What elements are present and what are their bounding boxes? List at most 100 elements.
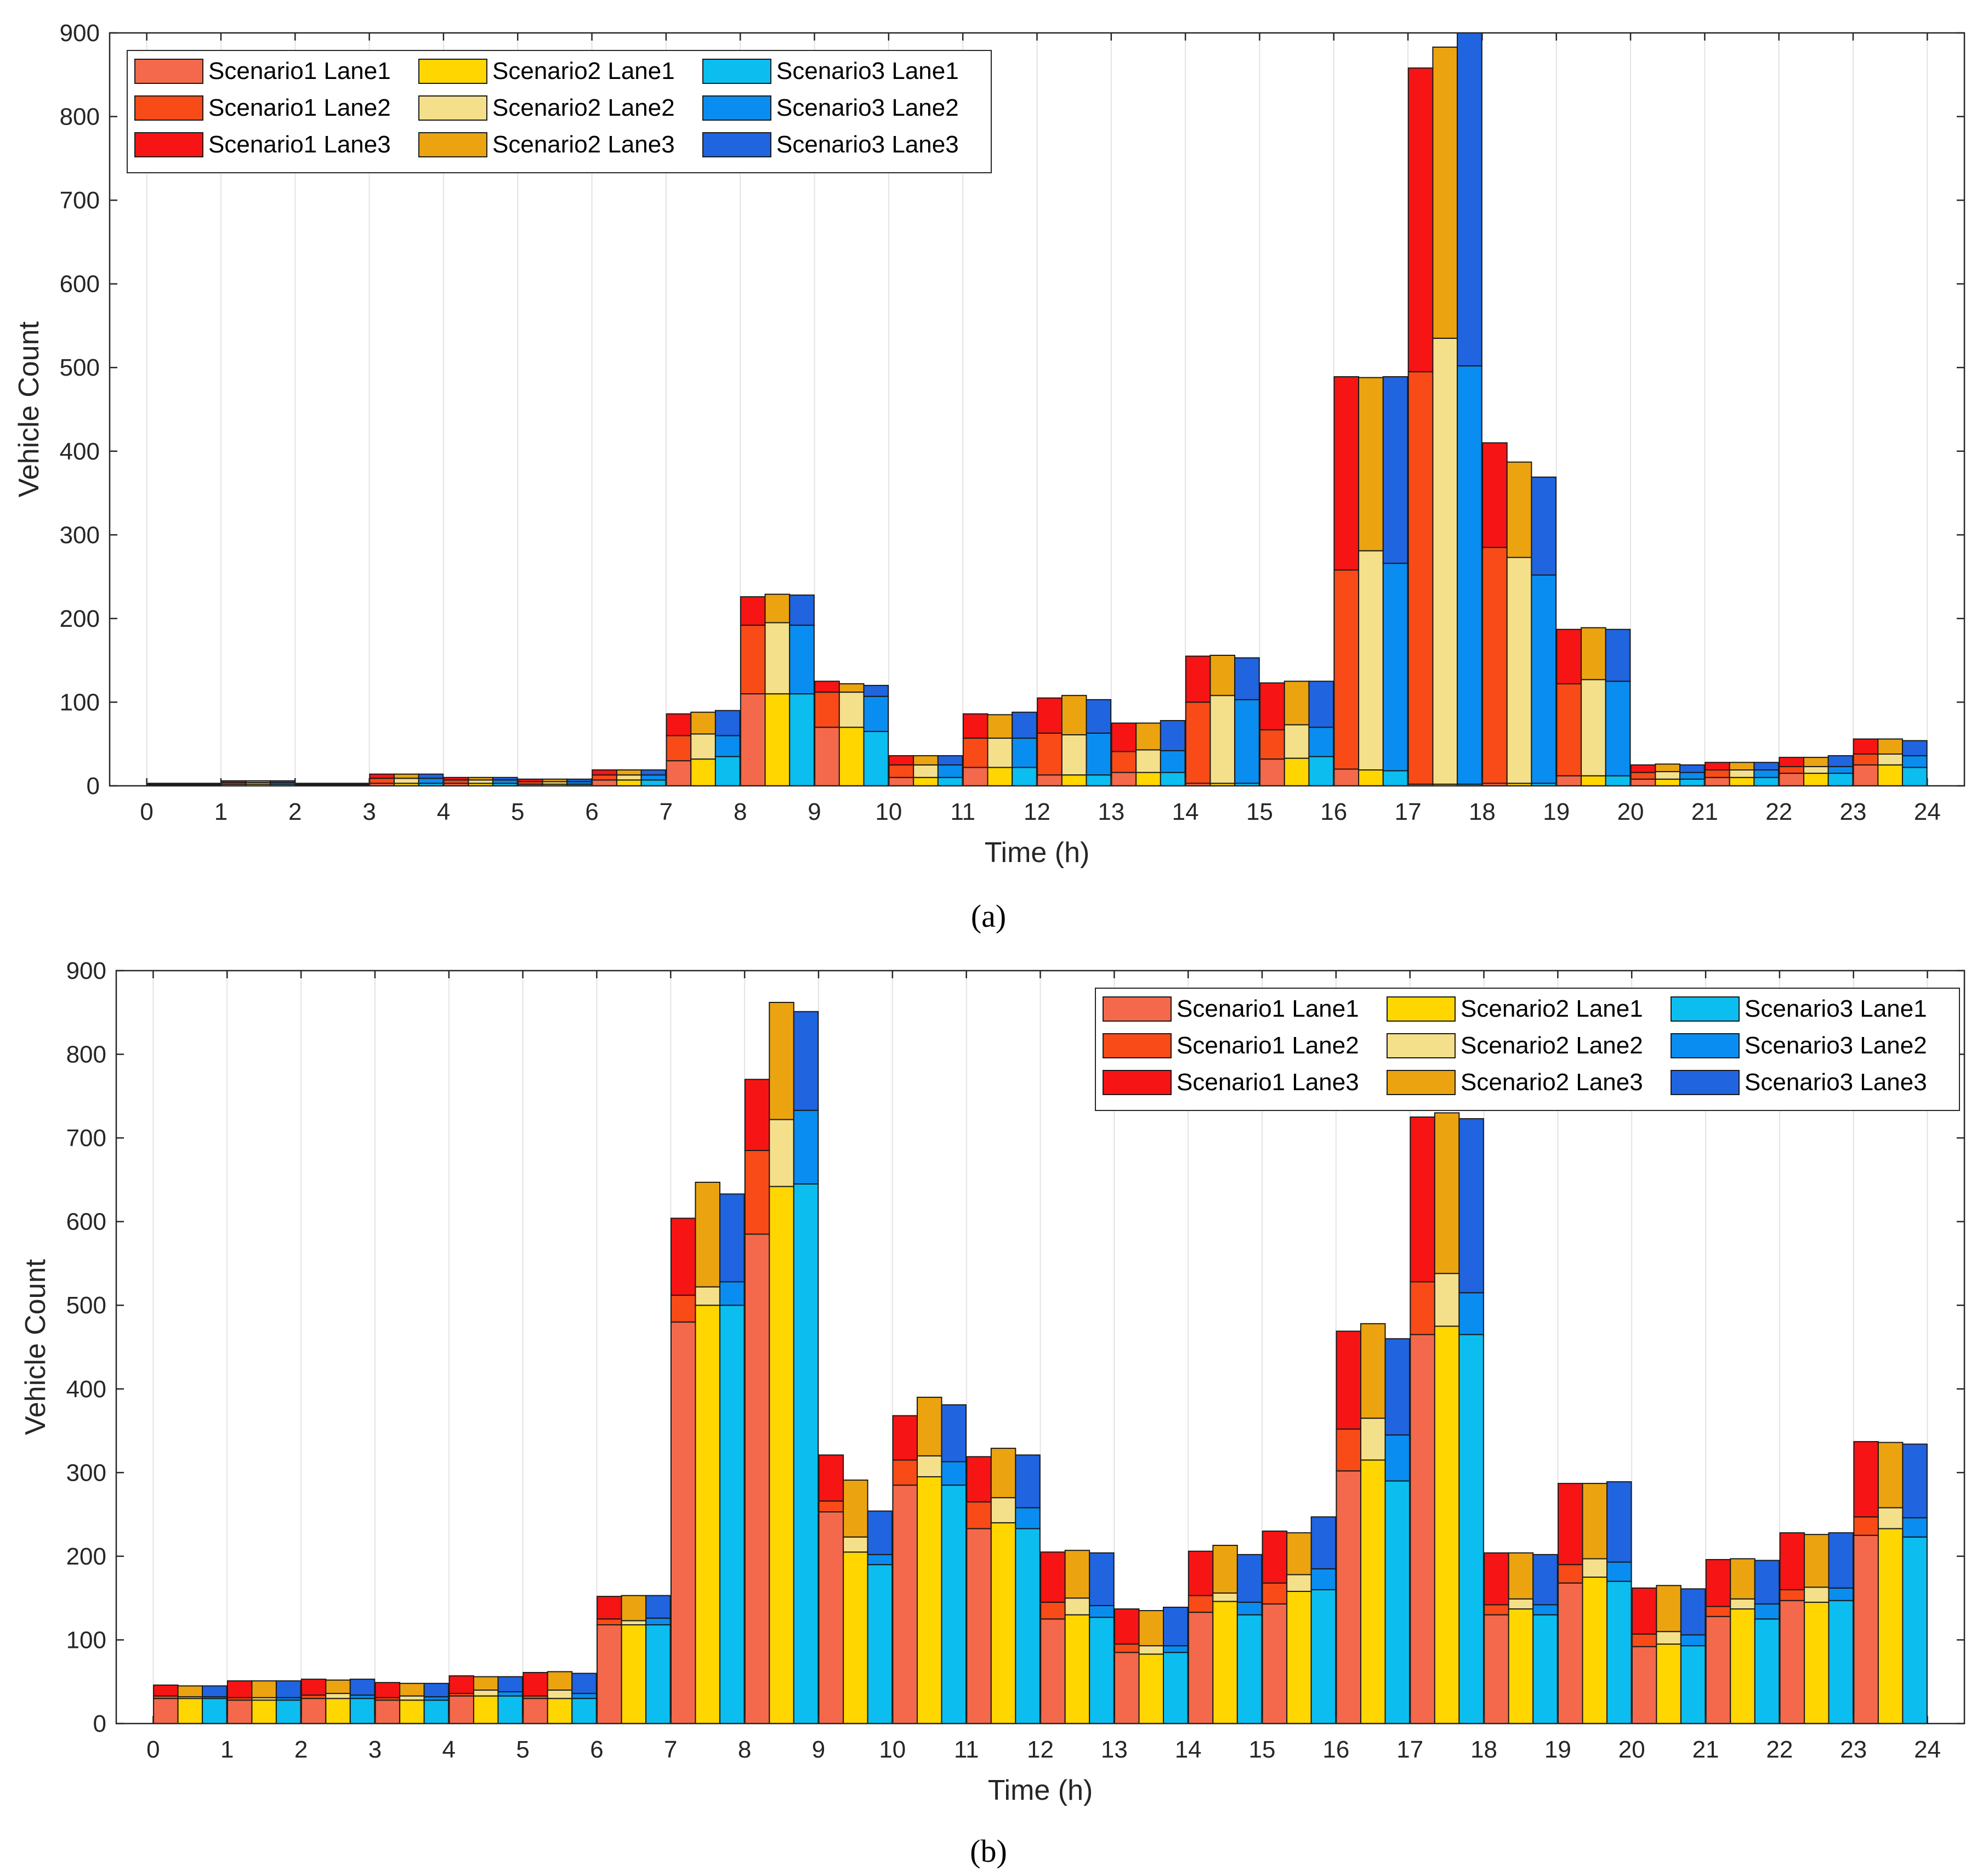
legend-box — [127, 50, 992, 173]
legend-entry: Scenario2 Lane1 — [492, 58, 675, 84]
bar-scenario2-lane3-h15 — [1283, 681, 1310, 726]
bar-scenario2-lane3-h1 — [251, 1680, 277, 1698]
bar-scenario2-lane3-h8 — [769, 1001, 794, 1120]
bar-scenario2-lane2-h16 — [1360, 1418, 1386, 1461]
bar-scenario3-lane1-h13 — [1163, 1652, 1189, 1725]
bar-scenario3-lane1-h10 — [937, 777, 963, 786]
bar-scenario1-lane1-h23 — [1853, 764, 1879, 786]
legend-swatch — [1103, 996, 1172, 1022]
y-tick-label: 200 — [66, 1543, 106, 1570]
x-tick-label: 7 — [660, 798, 673, 825]
bar-scenario2-lane2-h10 — [913, 764, 939, 778]
x-tick-label: 22 — [1766, 1736, 1793, 1763]
bar-scenario3-lane3-h8 — [793, 1011, 819, 1111]
x-tick-label: 3 — [368, 1736, 382, 1763]
bar-scenario3-lane1-h23 — [1902, 767, 1928, 786]
bar-scenario3-lane2-h12 — [1086, 732, 1112, 776]
bar-scenario2-lane3-h4 — [468, 777, 493, 781]
bar-scenario1-lane1-h12 — [1040, 1618, 1066, 1725]
bar-scenario3-lane2-h16 — [1382, 563, 1408, 772]
bar-scenario1-lane1-h19 — [1558, 1582, 1583, 1725]
bar-scenario1-lane1-h20 — [1631, 1646, 1657, 1725]
bar-scenario3-lane1-h19 — [1606, 1580, 1632, 1724]
bar-scenario1-lane3-h12 — [1037, 697, 1063, 734]
bar-scenario2-lane2-h8 — [764, 622, 791, 695]
bar-scenario3-lane1-h16 — [1384, 1480, 1411, 1724]
bar-scenario2-lane2-h23 — [1877, 753, 1904, 766]
bar-scenario1-lane2-h17 — [1407, 371, 1434, 785]
bar-scenario1-lane3-h13 — [1114, 1608, 1140, 1645]
bar-scenario2-lane2-h10 — [916, 1455, 942, 1477]
bar-scenario2-lane2-h3 — [399, 1695, 425, 1701]
bar-scenario2-lane2-h16 — [1358, 550, 1384, 771]
bar-scenario3-lane2-h7 — [714, 735, 741, 757]
bar-scenario3-lane1-h13 — [1160, 772, 1186, 786]
bar-scenario3-lane1-h22 — [1828, 1600, 1854, 1725]
bar-scenario2-lane3-h1 — [245, 780, 271, 783]
bar-scenario2-lane2-h12 — [1064, 1597, 1090, 1616]
bar-scenario2-lane2-h8 — [769, 1119, 794, 1187]
bar-scenario3-lane1-h21 — [1754, 1618, 1780, 1725]
bar-scenario1-lane1-h13 — [1111, 772, 1137, 786]
bar-scenario1-lane2-h19 — [1556, 683, 1582, 777]
x-tick-label: 4 — [442, 1736, 456, 1763]
bar-scenario1-lane2-h16 — [1336, 1429, 1362, 1472]
legend-swatch — [134, 59, 203, 84]
bar-scenario2-lane3-h5 — [542, 778, 568, 783]
y-tick-label: 500 — [66, 1292, 106, 1319]
bar-scenario1-lane2-h8 — [740, 625, 766, 695]
bar-scenario3-lane1-h1 — [275, 1699, 302, 1724]
bar-scenario2-lane1-h3 — [399, 1699, 425, 1724]
y-axis-label: Vehicle Count — [13, 321, 45, 497]
bar-scenario1-lane1-h9 — [818, 1511, 844, 1724]
bar-scenario3-lane1-h10 — [941, 1484, 967, 1724]
legend-entry: Scenario1 Lane3 — [208, 131, 391, 158]
bar-scenario1-lane3-h10 — [892, 1415, 918, 1461]
bar-scenario3-lane3-h13 — [1160, 720, 1186, 751]
x-tick-label: 10 — [875, 798, 902, 825]
y-tick-label: 300 — [66, 1459, 106, 1486]
bar-scenario1-lane2-h21 — [1705, 769, 1730, 778]
bar-scenario1-lane3-h23 — [1853, 1441, 1879, 1518]
bar-scenario2-lane2-h6 — [621, 1620, 647, 1625]
bar-scenario3-lane3-h12 — [1089, 1552, 1115, 1606]
bar-scenario2-lane3-h10 — [916, 1397, 942, 1456]
legend-box — [1095, 988, 1960, 1111]
x-tick-label: 12 — [1027, 1736, 1054, 1763]
bar-scenario1-lane1-h11 — [962, 767, 988, 786]
bar-scenario1-lane3-h8 — [744, 1079, 770, 1151]
x-tick-label: 12 — [1024, 798, 1050, 825]
bar-scenario2-lane3-h18 — [1508, 1552, 1534, 1600]
bar-scenario3-lane2-h11 — [1015, 1507, 1041, 1529]
bar-scenario1-lane2-h20 — [1631, 1633, 1657, 1647]
legend-entry: Scenario2 Lane1 — [1461, 995, 1643, 1022]
bar-scenario2-lane1-h8 — [769, 1186, 794, 1724]
bar-scenario2-lane3-h11 — [987, 714, 1013, 739]
bar-scenario2-lane2-h9 — [843, 1536, 868, 1553]
bar-scenario2-lane1-h2 — [325, 1698, 351, 1725]
bar-scenario3-lane3-h10 — [937, 755, 963, 766]
bar-scenario1-lane2-h23 — [1853, 1516, 1879, 1536]
bar-scenario1-lane3-h21 — [1705, 1558, 1731, 1607]
legend-swatch — [1103, 1033, 1172, 1058]
bar-scenario2-lane3-h20 — [1656, 1585, 1681, 1633]
bar-scenario3-lane1-h2 — [349, 1698, 376, 1725]
bar-scenario1-lane3-h7 — [670, 1217, 696, 1296]
bar-scenario1-lane2-h14 — [1185, 701, 1211, 784]
legend-swatch — [1387, 1070, 1456, 1095]
bar-scenario3-lane2-h22 — [1828, 1587, 1854, 1601]
bar-scenario1-lane1-h10 — [888, 777, 914, 786]
bar-scenario2-lane1-h9 — [838, 727, 865, 786]
bar-scenario3-lane2-h11 — [1012, 738, 1037, 768]
bar-scenario3-lane3-h5 — [566, 778, 592, 783]
bar-scenario1-lane1-h23 — [1853, 1534, 1879, 1724]
bar-scenario2-lane2-h7 — [695, 1286, 720, 1306]
bar-scenario3-lane3-h21 — [1753, 762, 1780, 771]
bar-scenario2-lane1-h16 — [1360, 1459, 1386, 1724]
bar-scenario2-lane2-h14 — [1212, 1592, 1238, 1602]
bar-scenario2-lane3-h0 — [177, 1685, 203, 1698]
bar-scenario1-lane2-h9 — [814, 692, 840, 728]
bar-scenario1-lane2-h13 — [1111, 751, 1137, 773]
bar-scenario1-lane3-h22 — [1779, 757, 1805, 767]
x-tick-label: 9 — [812, 1736, 825, 1763]
